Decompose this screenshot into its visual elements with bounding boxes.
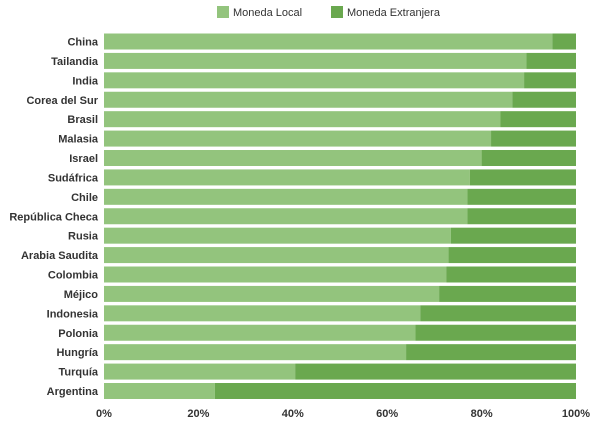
legend-swatch	[217, 6, 229, 18]
bar-local-10	[104, 227, 451, 244]
bar-local-3	[104, 91, 513, 108]
plot-area	[104, 33, 577, 399]
bar-local-1	[104, 52, 527, 69]
category-label: Brasil	[67, 114, 98, 126]
bar-local-8	[104, 188, 468, 205]
x-tick-label: 80%	[471, 408, 493, 420]
x-axis-tick-labels: 0% 20% 40% 60% 80% 100%	[96, 408, 590, 420]
bar-foreign-3	[512, 91, 576, 108]
y-axis-labels: China Tailandia India Corea del Sur Brasil Ma…	[9, 37, 99, 399]
bar-local-18	[104, 383, 215, 399]
legend-label: Moneda Local	[233, 7, 302, 19]
category-label: Argentina	[47, 386, 99, 398]
category-label: Malasia	[58, 134, 99, 146]
bar-foreign-10	[450, 227, 576, 244]
category-label: Turquía	[58, 367, 98, 379]
category-label: Tailandia	[51, 56, 99, 68]
bar-foreign-17	[295, 363, 576, 380]
x-tick-label: 20%	[187, 408, 209, 420]
bar-foreign-1	[526, 52, 576, 69]
legend-label: Moneda Extranjera	[347, 7, 441, 19]
category-label: República Checa	[9, 211, 99, 223]
category-label: Hungría	[56, 347, 98, 359]
bar-local-16	[104, 344, 407, 361]
bar-local-14	[104, 305, 421, 322]
bar-local-2	[104, 72, 525, 89]
category-label: Corea del Sur	[26, 95, 98, 107]
category-label: Rusia	[68, 231, 99, 243]
bar-foreign-5	[491, 130, 576, 147]
bar-foreign-12	[446, 266, 576, 283]
bar-foreign-0	[552, 33, 576, 50]
bar-foreign-11	[448, 247, 576, 264]
category-label: Chile	[71, 192, 98, 204]
bar-local-11	[104, 247, 449, 264]
x-tick-label: 100%	[562, 408, 590, 420]
category-label: Polonia	[58, 328, 99, 340]
bar-foreign-7	[469, 169, 576, 186]
bar-foreign-2	[524, 72, 576, 89]
x-tick-label: 60%	[376, 408, 398, 420]
bar-foreign-18	[214, 383, 577, 399]
bar-foreign-6	[481, 150, 576, 166]
bar-foreign-9	[467, 208, 576, 225]
bar-local-17	[104, 363, 296, 380]
legend-swatch	[331, 6, 343, 18]
category-label: Colombia	[48, 270, 99, 282]
bar-local-4	[104, 111, 501, 128]
category-label: Sudáfrica	[48, 172, 99, 184]
bar-local-6	[104, 150, 482, 166]
category-label: Israel	[69, 153, 98, 165]
x-tick-label: 40%	[282, 408, 304, 420]
category-label: Indonesia	[47, 308, 99, 320]
bar-foreign-16	[406, 344, 576, 361]
bar-local-0	[104, 33, 553, 50]
bar-foreign-14	[420, 305, 576, 322]
legend: Moneda Local Moneda Extranjera	[217, 6, 441, 19]
category-label: China	[67, 37, 98, 49]
bar-foreign-13	[439, 285, 576, 302]
bar-local-13	[104, 285, 440, 302]
bar-local-7	[104, 169, 470, 186]
category-label: Arabia Saudita	[21, 250, 99, 262]
bar-foreign-8	[467, 188, 576, 205]
bar-local-15	[104, 324, 416, 341]
x-tick-label: 0%	[96, 408, 112, 420]
bar-local-12	[104, 266, 447, 283]
bar-local-9	[104, 208, 468, 225]
category-label: India	[72, 75, 99, 87]
bar-local-5	[104, 130, 492, 147]
category-label: Méjico	[64, 289, 99, 301]
bar-foreign-4	[500, 111, 576, 128]
bar-foreign-15	[415, 324, 576, 341]
